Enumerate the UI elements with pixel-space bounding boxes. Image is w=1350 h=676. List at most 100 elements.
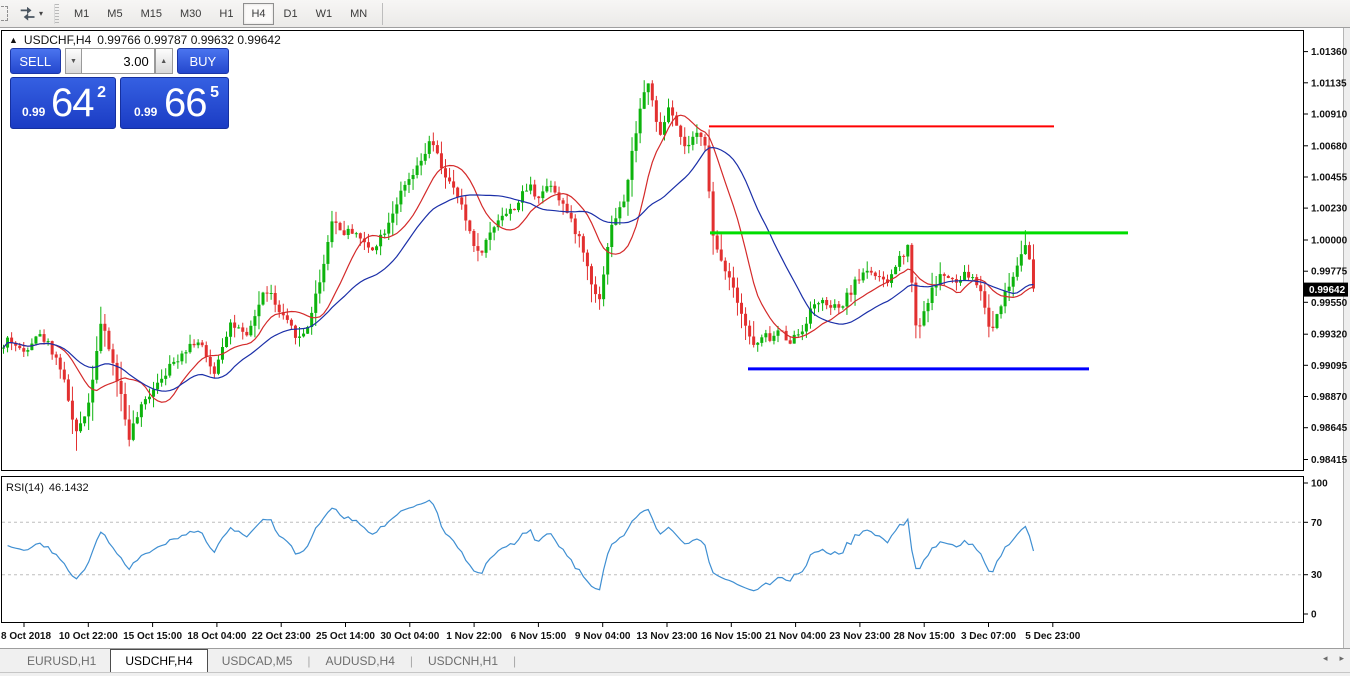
volume-decrease-button[interactable]: ▼ [64,48,82,74]
candle-bearish [885,279,889,283]
candle-bullish [845,292,849,307]
timeframe-button-m15[interactable]: M15 [140,7,162,20]
candle-bearish [768,333,772,341]
ask-price-prefix: 0.99 [134,105,158,119]
candle-bearish [476,246,480,251]
tab-scroll-left-icon[interactable]: ◂ [1322,653,1328,663]
timeframe-button-h4[interactable]: H4 [243,2,274,25]
volume-input[interactable]: 3.00 [81,48,155,74]
candle-bearish [443,168,447,178]
candle-bearish [66,379,70,401]
time-axis-label: 10 Oct 22:00 [59,631,118,642]
candle-bearish [910,244,914,283]
candle-bearish [281,312,285,316]
candle-bullish [1015,265,1019,277]
candle-bullish [249,325,253,336]
timeframe-button-m30[interactable]: M30 [179,7,202,20]
candle-bearish [212,366,216,374]
candle-bullish [691,136,695,145]
tab-scroll-right-icon[interactable]: ▸ [1339,653,1344,663]
rsi-axis-label: 70 [1311,518,1323,529]
candle-bearish [561,200,565,204]
bid-price-big: 64 [51,81,94,125]
candle-bearish [42,334,46,342]
selection-tool-icon[interactable] [0,6,8,21]
candle-bearish [233,322,237,328]
timeframe-button-w1[interactable]: W1 [315,7,333,20]
candle-bearish [103,323,107,331]
candle-bullish [91,379,95,403]
candle-bearish [679,125,683,137]
timeframe-button-h1[interactable]: H1 [219,7,234,20]
rsi-axis-label: 100 [1311,479,1328,490]
candle-bullish [216,359,220,374]
timeframe-button-m1[interactable]: M1 [74,7,90,20]
price-axis-label: 1.00680 [1311,141,1348,152]
candle-bullish [375,246,379,251]
candle-bearish [731,277,735,288]
candle-bullish [184,352,188,354]
time-axis-label: 30 Oct 04:00 [380,631,439,642]
timeframe-button-d1[interactable]: D1 [283,7,298,20]
candle-bearish [127,419,131,440]
candle-bullish [395,204,399,214]
sell-button[interactable]: SELL [10,48,61,74]
candle-bullish [415,165,419,175]
candle-bullish [638,108,642,134]
candle-bullish [2,347,5,349]
tab-separator: | [307,654,311,668]
dropdown-caret-icon: ▾ [39,8,44,18]
candle-bearish [293,325,297,338]
candle-bearish [594,284,598,295]
candle-bearish [537,196,541,199]
chart-tab-usdcnh-h1[interactable]: USDCNH,H1 [428,654,499,668]
timeframe-button-m5[interactable]: M5 [107,7,123,20]
candle-bearish [439,153,443,169]
candle-bullish [152,389,156,397]
candle-bullish [83,416,87,424]
price-axis-label: 1.00000 [1311,236,1348,247]
candle-bearish [468,220,472,232]
ask-price-button[interactable]: 0.99 66 5 [120,77,229,129]
candle-bullish [30,343,34,351]
candle-bullish [168,363,172,376]
candle-bullish [841,306,845,308]
chart-tab-eurusd-h1[interactable]: EURUSD,H1 [27,654,97,668]
candle-bullish [930,287,934,303]
volume-increase-button[interactable]: ▲ [154,48,173,74]
candle-bearish [740,302,744,314]
candle-bearish [204,345,208,357]
candle-bearish [277,304,281,313]
candle-bearish [707,145,711,192]
buy-button[interactable]: BUY [176,48,230,74]
arrows-dropdown-button[interactable]: ▾ [16,5,46,23]
candle-bullish [821,300,825,304]
timeframe-button-mn[interactable]: MN [350,7,368,20]
candle-bearish [358,233,362,239]
candle-bullish [383,233,387,235]
time-axis-label: 25 Oct 14:00 [316,631,375,642]
candle-bullish [488,232,492,240]
candle-bullish [687,144,691,147]
candle-bearish [472,231,476,246]
price-axis-label: 0.98415 [1311,455,1348,466]
candle-bullish [508,208,512,214]
candle-bullish [808,308,812,324]
chart-tab-audusd-h4[interactable]: AUDUSD,H4 [325,654,395,668]
bid-price-button[interactable]: 0.99 64 2 [10,77,116,129]
candle-bullish [922,311,926,326]
candle-bullish [545,186,549,192]
candle-bearish [464,204,468,221]
candle-bearish [598,294,602,300]
collapse-panel-icon[interactable]: ▲ [9,35,18,45]
chart-ohlc-header: ▲ USDCHF,H4 0.99766 0.99787 0.99632 0.99… [9,33,281,47]
chart-tab-usdchf-h4[interactable]: USDCHF,H4 [110,649,208,673]
candle-bullish [269,293,273,294]
candle-bearish [533,184,537,197]
time-axis-label: 1 Nov 22:00 [446,631,502,642]
symbol-period-label: USDCHF,H4 [23,33,92,47]
candle-bearish [431,141,435,146]
candle-bullish [662,122,666,135]
candle-bullish [1007,286,1011,291]
chart-tab-usdcad-m5[interactable]: USDCAD,M5 [221,654,293,668]
